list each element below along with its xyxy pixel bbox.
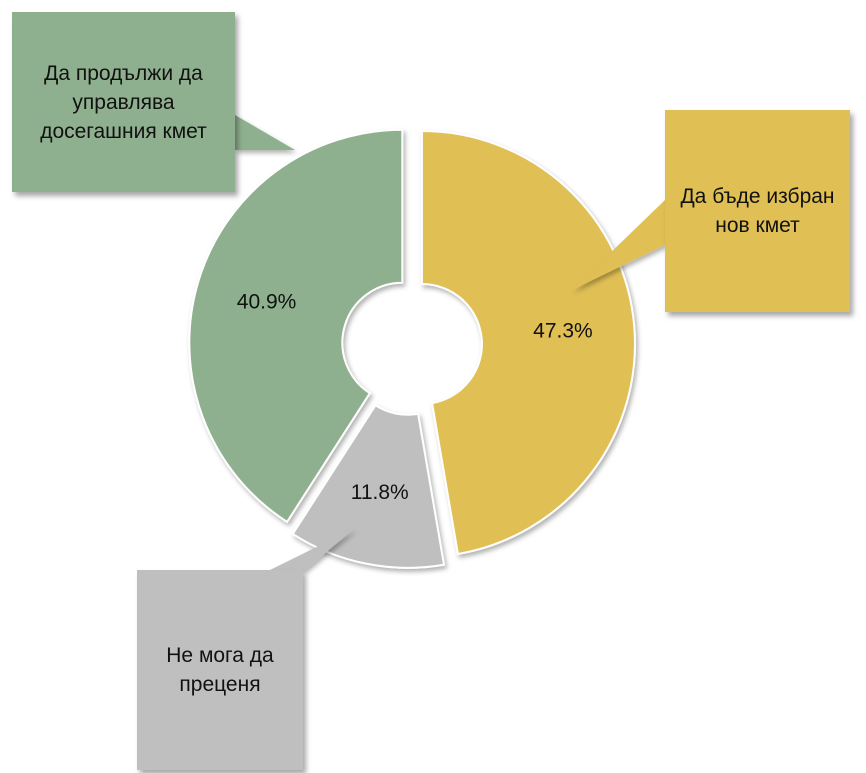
callout-pointer <box>270 528 355 570</box>
value-label: 40.9% <box>237 290 297 313</box>
callout-label: Да бъде избран нов кмет <box>665 110 850 312</box>
donut-slice <box>291 403 446 569</box>
callout-pointer <box>235 115 295 150</box>
callout-label: Да продължи да управлява досегашния кмет <box>12 12 235 192</box>
donut-slice <box>420 129 636 556</box>
donut-slice <box>188 128 404 524</box>
value-label: 11.8% <box>351 481 409 504</box>
value-label: 47.3% <box>533 320 593 343</box>
callout-label: Не мога да преценя <box>137 570 303 770</box>
callout-pointer <box>572 200 665 290</box>
